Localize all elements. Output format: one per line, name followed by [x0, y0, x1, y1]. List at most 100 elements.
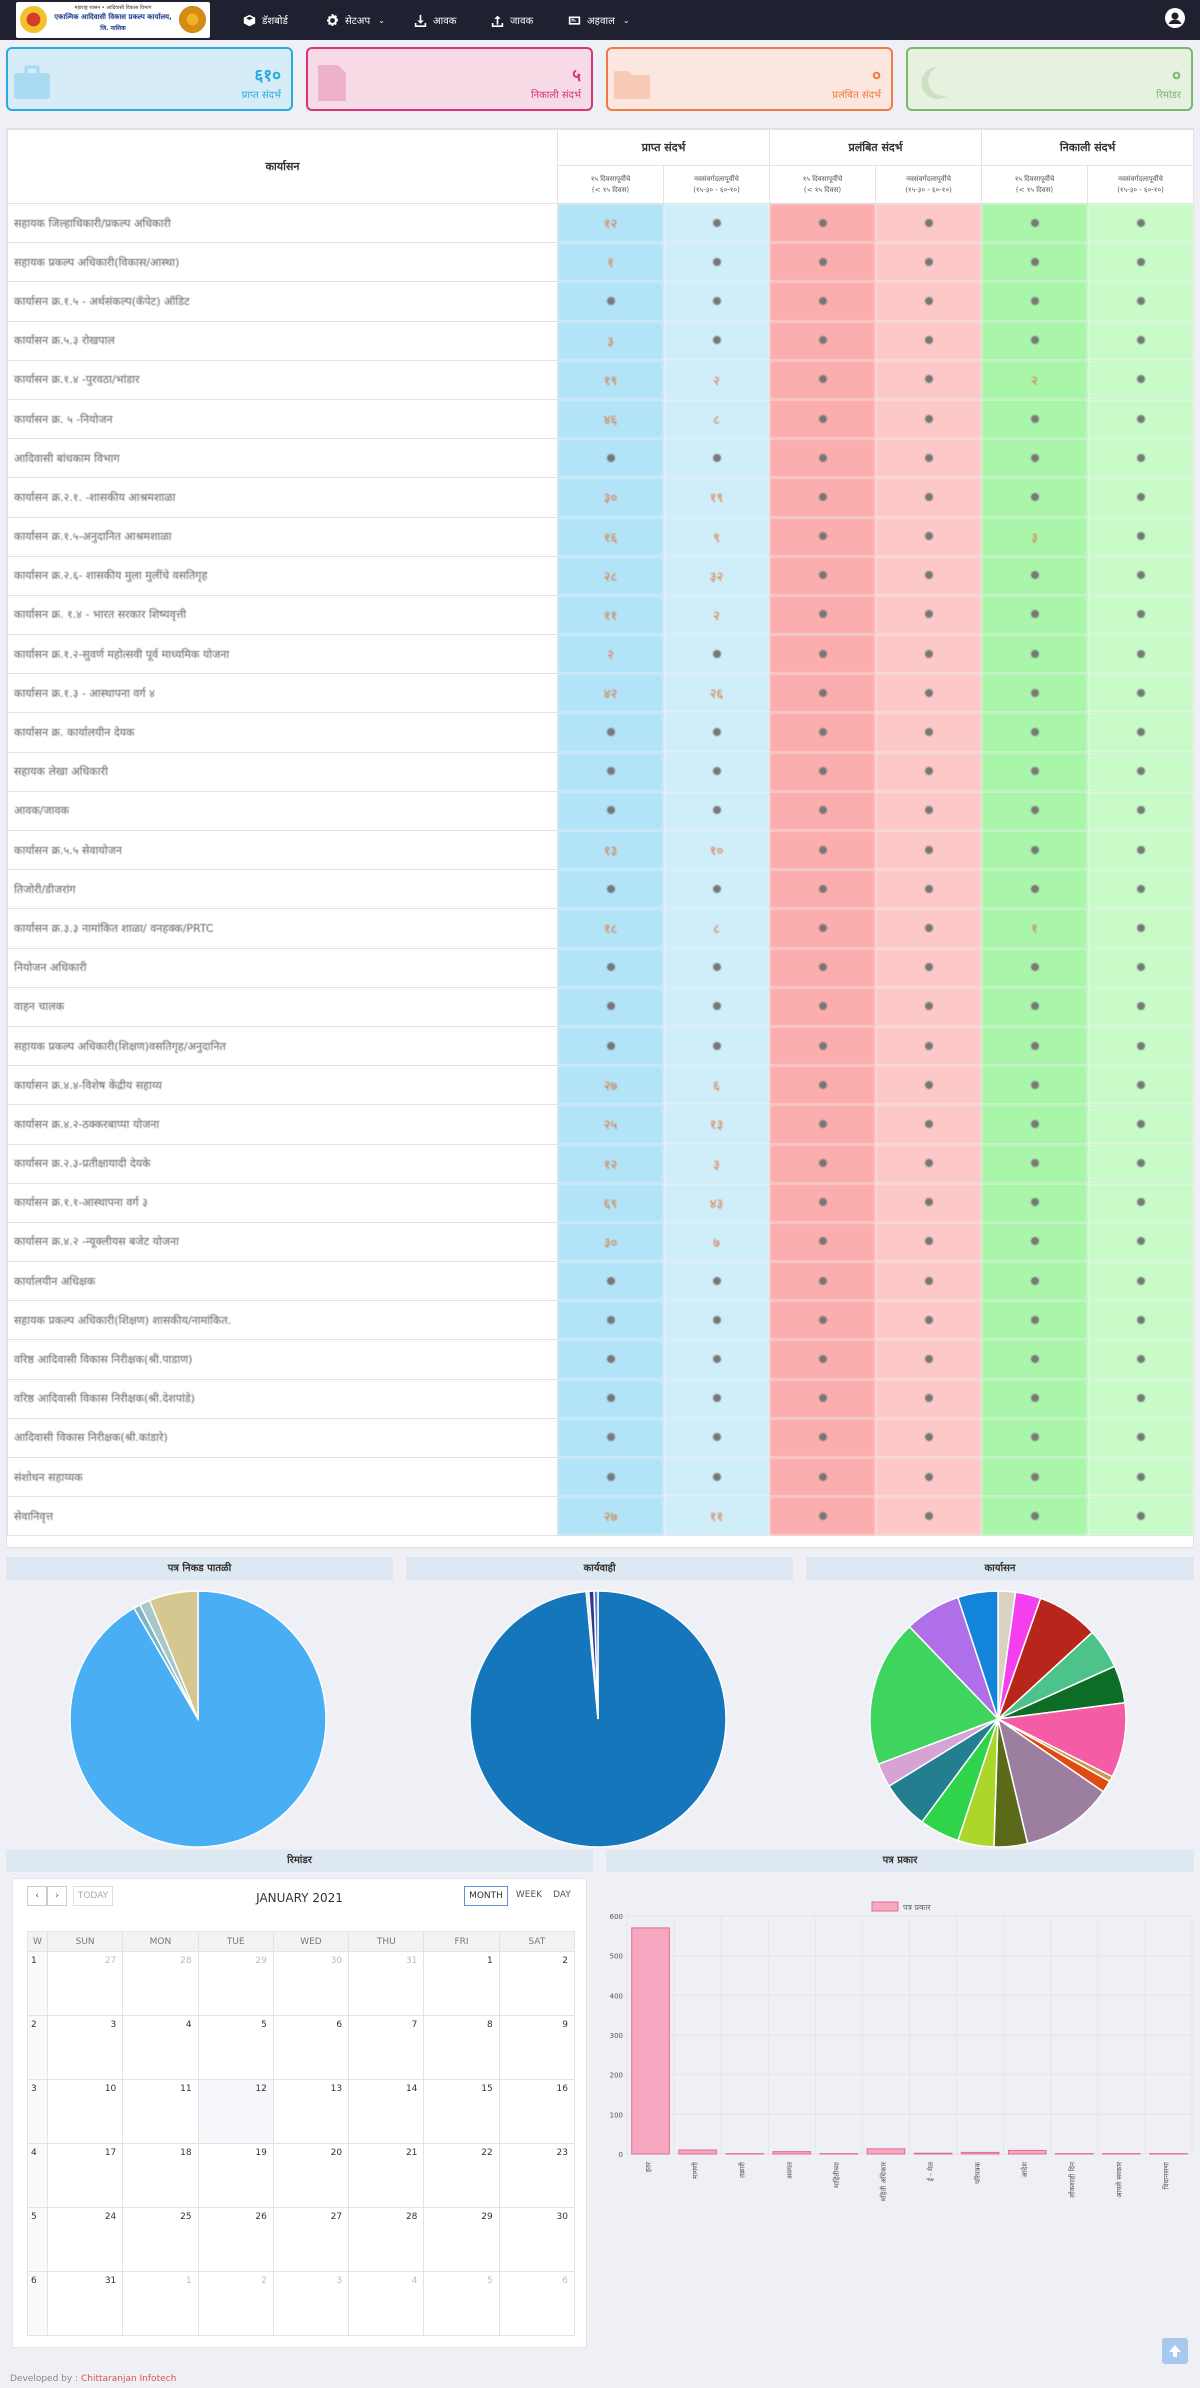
count-cell[interactable] — [769, 594, 877, 636]
count-cell[interactable] — [662, 1339, 771, 1380]
count-cell[interactable] — [769, 1496, 877, 1537]
calendar-day[interactable]: 30 — [272, 1951, 350, 2016]
pie-slice[interactable] — [148, 1590, 199, 1720]
bar[interactable] — [678, 2149, 717, 2155]
count-cell[interactable] — [662, 869, 771, 910]
count-cell[interactable]: ३० — [557, 1221, 664, 1263]
calendar-day[interactable]: 23 — [498, 2143, 576, 2208]
count-cell[interactable] — [981, 398, 1089, 440]
count-cell[interactable] — [875, 986, 983, 1027]
count-cell[interactable] — [1087, 202, 1195, 244]
count-cell[interactable] — [1087, 281, 1195, 322]
nav-outward[interactable]: जावक — [491, 0, 533, 40]
calendar-next-button[interactable]: › — [47, 1886, 67, 1906]
count-cell[interactable] — [769, 320, 877, 361]
count-cell[interactable] — [1087, 1378, 1195, 1419]
calendar-day[interactable]: 5 — [197, 2015, 274, 2080]
count-cell[interactable] — [1087, 1300, 1195, 1341]
count-cell[interactable] — [769, 398, 877, 440]
table-row[interactable]: वरिष्ठ आदिवासी विकास निरीक्षक(श्री.देशपा… — [7, 1378, 1195, 1419]
count-cell[interactable] — [981, 1221, 1089, 1263]
count-cell[interactable] — [557, 790, 664, 832]
pie-slice[interactable] — [593, 1590, 599, 1720]
count-cell[interactable]: १३ — [557, 829, 664, 871]
count-cell[interactable]: ११ — [662, 1496, 771, 1537]
count-cell[interactable] — [875, 202, 983, 244]
count-cell[interactable] — [981, 594, 1089, 636]
card-pending-references[interactable]: ० प्रलंबित संदर्भ — [606, 47, 893, 111]
count-cell[interactable] — [662, 1456, 771, 1498]
count-cell[interactable] — [769, 1456, 877, 1498]
count-cell[interactable] — [1087, 1261, 1195, 1302]
count-cell[interactable] — [662, 281, 771, 322]
table-row[interactable]: कार्यासन क्र.१.४ -पुरवठा/भांडार १९ २ २ — [7, 359, 1195, 400]
calendar-day[interactable]: 5 — [423, 2271, 500, 2336]
table-row[interactable]: कार्यासन क्र.५.५ सेवायोजन १३ १० — [7, 829, 1195, 871]
count-cell[interactable] — [981, 751, 1089, 792]
calendar-day[interactable]: 19 — [197, 2143, 274, 2208]
bar[interactable] — [1007, 2149, 1047, 2155]
count-cell[interactable] — [769, 1300, 877, 1341]
count-cell[interactable] — [981, 555, 1089, 596]
calendar-day[interactable]: 29 — [423, 2207, 500, 2272]
count-cell[interactable] — [1087, 594, 1195, 636]
table-row[interactable]: कार्यासन क्र.४.४-विशेष केंद्रीय सहाय्य २७… — [7, 1065, 1195, 1106]
count-cell[interactable] — [769, 829, 877, 871]
calendar-day[interactable]: 12 — [197, 2079, 274, 2144]
calendar-day[interactable]: 27 — [272, 2207, 350, 2272]
count-cell[interactable] — [769, 1221, 877, 1263]
calendar-day[interactable]: 13 — [272, 2079, 350, 2144]
table-row[interactable]: आवक/जावक — [7, 790, 1195, 832]
calendar-day[interactable]: 7 — [348, 2015, 425, 2080]
count-cell[interactable] — [662, 1025, 771, 1067]
table-row[interactable]: कार्यासन क्र.१.२-सुवर्ण महोत्सवी पूर्व म… — [7, 634, 1195, 675]
count-cell[interactable] — [875, 947, 983, 988]
count-cell[interactable] — [1087, 359, 1195, 400]
count-cell[interactable] — [769, 1025, 877, 1067]
count-cell[interactable]: ६९ — [557, 1182, 664, 1223]
count-cell[interactable] — [1087, 516, 1195, 557]
count-cell[interactable] — [875, 281, 983, 322]
calendar-day[interactable]: 26 — [197, 2207, 274, 2272]
count-cell[interactable]: २८ — [557, 555, 664, 596]
scroll-to-top-button[interactable] — [1162, 2338, 1188, 2364]
count-cell[interactable] — [875, 673, 983, 714]
calendar-day[interactable]: 31 — [348, 1951, 425, 2016]
calendar-day[interactable]: 10 — [46, 2079, 124, 2144]
table-row[interactable]: सहायक प्रकल्प अधिकारी(शिक्षण)वसतिगृह/अनु… — [7, 1025, 1195, 1067]
count-cell[interactable] — [557, 751, 664, 792]
user-account-icon[interactable] — [1165, 8, 1185, 28]
calendar-day[interactable]: 2 — [498, 1951, 576, 2016]
count-cell[interactable] — [1087, 477, 1195, 518]
count-cell[interactable] — [557, 1456, 664, 1498]
table-row[interactable]: कार्यासन क्र.१.५-अनुदानित आश्रमशाळा १६ ९ ३ — [7, 516, 1195, 557]
count-cell[interactable] — [662, 751, 771, 792]
count-cell[interactable] — [769, 438, 877, 479]
count-cell[interactable] — [1087, 1182, 1195, 1223]
count-cell[interactable]: २७ — [557, 1065, 664, 1106]
count-cell[interactable] — [981, 242, 1089, 283]
card-received-references[interactable]: ६१० प्राप्त संदर्भ — [6, 47, 293, 111]
table-row[interactable]: कार्यासन क्र. ५ -नियोजन ४६ ८ — [7, 398, 1195, 440]
count-cell[interactable] — [557, 1261, 664, 1302]
count-cell[interactable] — [769, 477, 877, 518]
pie-slice[interactable] — [996, 1717, 1105, 1845]
count-cell[interactable]: ४३ — [662, 1182, 771, 1223]
count-cell[interactable] — [1087, 438, 1195, 479]
count-cell[interactable] — [875, 634, 983, 675]
count-cell[interactable] — [769, 908, 877, 949]
count-cell[interactable] — [662, 947, 771, 988]
count-cell[interactable] — [557, 281, 664, 322]
count-cell[interactable] — [981, 1143, 1089, 1184]
count-cell[interactable] — [981, 947, 1089, 988]
count-cell[interactable] — [981, 1339, 1089, 1380]
table-row[interactable]: वाहन चालक — [7, 986, 1195, 1027]
count-cell[interactable] — [1087, 1025, 1195, 1067]
count-cell[interactable] — [557, 947, 664, 988]
calendar-day[interactable]: 16 — [498, 2079, 576, 2144]
count-cell[interactable] — [1087, 634, 1195, 675]
count-cell[interactable] — [981, 281, 1089, 322]
count-cell[interactable] — [875, 1221, 983, 1263]
table-row[interactable]: तिजोरी/डीजरांग — [7, 869, 1195, 910]
calendar-day[interactable]: 14 — [348, 2079, 425, 2144]
